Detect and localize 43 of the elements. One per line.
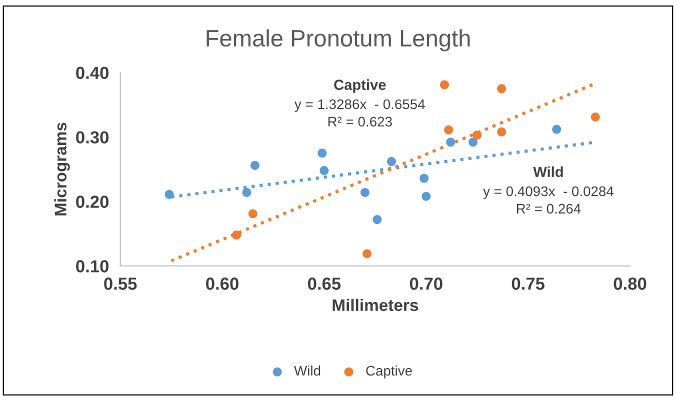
point [552, 124, 562, 134]
point [360, 188, 370, 197]
chart-title: Female Pronotum Length [206, 29, 470, 52]
point [472, 130, 482, 140]
point [362, 249, 372, 258]
point [497, 84, 506, 94]
point [446, 138, 456, 147]
point [250, 160, 260, 170]
y-tick-label: 0.30 [76, 131, 109, 144]
point [164, 190, 174, 199]
y-axis-title: Micrograms [54, 122, 70, 216]
x-tick-label: 0.55 [104, 278, 137, 290]
y-tick-label: 0.40 [76, 66, 109, 79]
x-tick-label: 0.65 [308, 278, 341, 290]
y-tick-label: 0.10 [76, 260, 109, 272]
point [248, 209, 258, 218]
point [386, 157, 396, 166]
x-tick-label: 0.80 [614, 278, 646, 290]
annotation: Captive [334, 79, 386, 93]
x-tick-label: 0.70 [410, 278, 442, 290]
y-tick-label: 0.20 [76, 196, 109, 208]
x-tick-label: 0.75 [512, 278, 545, 290]
point [242, 188, 252, 197]
point [318, 148, 327, 158]
point [372, 215, 382, 224]
annotation: Wild [533, 166, 563, 178]
annotation: R² = 0.264 [517, 204, 581, 214]
annotation: R² = 0.623 [328, 116, 392, 127]
annotation: y = 1.3286x - 0.6554 [294, 99, 425, 112]
x-axis-title: Millimeters [332, 298, 418, 312]
point [440, 80, 449, 90]
point [497, 127, 506, 136]
point [420, 174, 429, 183]
point [320, 166, 329, 176]
x-tick-label: 0.60 [206, 278, 238, 290]
point [422, 192, 431, 201]
annotation: y = 0.4093x - 0.0284 [483, 186, 614, 199]
point [232, 230, 242, 240]
legend-label: Wild [294, 365, 320, 376]
point [444, 125, 454, 134]
point [590, 112, 600, 122]
point [468, 138, 478, 147]
legend-label: Captive [366, 365, 412, 378]
